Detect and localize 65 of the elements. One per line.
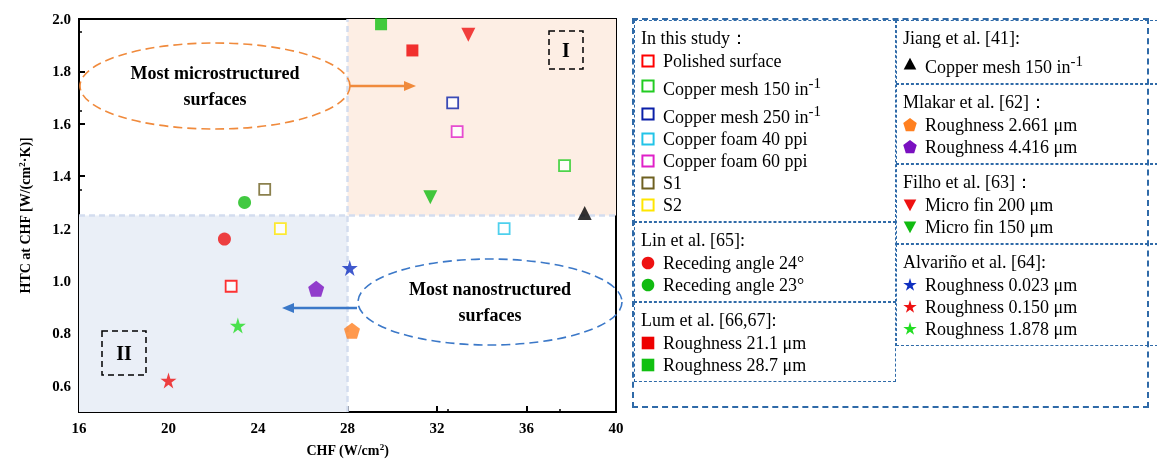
legend-label: Micro fin 200 μm bbox=[925, 194, 1054, 216]
point bbox=[224, 279, 238, 293]
y-tick-label: 1.0 bbox=[52, 273, 71, 289]
point bbox=[217, 232, 231, 246]
text: Mlakar et al. [62]： bbox=[903, 91, 1048, 114]
point bbox=[423, 190, 438, 205]
text: Alvariño et al. [64]: bbox=[903, 251, 1047, 274]
point bbox=[341, 259, 358, 276]
x-tick-label: 24 bbox=[250, 419, 266, 436]
text: Filho et al. [63]： bbox=[903, 171, 1034, 194]
y-tick-label: 1.8 bbox=[52, 63, 71, 80]
point bbox=[273, 222, 287, 235]
point bbox=[406, 44, 419, 57]
point bbox=[558, 159, 571, 173]
y-tick-label: 2.0 bbox=[52, 11, 71, 27]
legend-label: Copper mesh 150 in$^{-1}$ bbox=[925, 52, 1083, 78]
x-tick-label: 36 bbox=[519, 419, 535, 436]
point bbox=[258, 182, 272, 196]
legend-label: Receding angle 24° bbox=[663, 252, 805, 274]
y-tick-label: 1.6 bbox=[52, 115, 72, 132]
y-tick-label: 1.4 bbox=[52, 168, 72, 185]
x-tick-label: 28 bbox=[340, 419, 355, 436]
legend-label: S1 bbox=[663, 172, 683, 194]
y-tick-label: 0.8 bbox=[52, 325, 71, 342]
legend-label: Roughness 21.1 μm bbox=[663, 332, 807, 354]
x-tick-label: 40 bbox=[608, 419, 624, 436]
y-tick-label: 1.2 bbox=[52, 220, 71, 237]
legend-label: Roughness 2.661 μm bbox=[925, 114, 1078, 136]
text: Lin et al. [65]: bbox=[641, 229, 746, 252]
legend-label: Copper foam 40 ppi bbox=[663, 128, 808, 150]
annotation: II bbox=[115, 341, 133, 366]
legend-label: Roughness 0.023 μm bbox=[925, 274, 1078, 296]
text: Jiang et al. [41]: bbox=[903, 27, 1021, 50]
x-tick-label: 32 bbox=[429, 419, 445, 436]
point bbox=[497, 222, 511, 235]
point bbox=[577, 205, 592, 220]
text: In this study： bbox=[641, 27, 749, 50]
legend-label: Copper mesh 250 in$^{-1}$ bbox=[663, 102, 821, 128]
legend-label: Roughness 0.150 μm bbox=[925, 296, 1078, 318]
point bbox=[446, 96, 460, 110]
x-tick-label: 20 bbox=[161, 419, 176, 436]
point bbox=[375, 18, 388, 31]
annotation: Most nanostructured surfaces bbox=[407, 278, 573, 327]
point bbox=[229, 317, 246, 334]
annotation: Most microstructured surfaces bbox=[129, 62, 301, 111]
point bbox=[343, 322, 360, 339]
y-tick-label: 0.6 bbox=[52, 377, 72, 394]
x-tick-label: 16 bbox=[71, 419, 87, 436]
legend-label: Roughness 1.878 μm bbox=[925, 318, 1078, 340]
legend-label: Receding angle 23° bbox=[663, 274, 805, 296]
annotation: I bbox=[561, 38, 571, 63]
legend-label: Micro fin 150 μm bbox=[925, 216, 1054, 238]
y-axis-title: HTC at CHF [W/(cm2·K)] bbox=[16, 137, 34, 294]
legend-label: Copper mesh 150 in$^{-1}$ bbox=[663, 74, 821, 100]
legend-label: Copper foam 60 ppi bbox=[663, 150, 808, 172]
text: Lum et al. [66,67]: bbox=[641, 309, 778, 332]
legend-label: Roughness 4.416 μm bbox=[925, 136, 1078, 158]
legend-label: Roughness 28.7 μm bbox=[663, 354, 807, 376]
point bbox=[450, 125, 464, 139]
legend-label: S2 bbox=[663, 194, 683, 216]
point bbox=[160, 372, 177, 389]
legend-label: Polished surface bbox=[663, 50, 782, 72]
point bbox=[308, 280, 325, 297]
point bbox=[238, 195, 252, 209]
point bbox=[461, 27, 476, 42]
